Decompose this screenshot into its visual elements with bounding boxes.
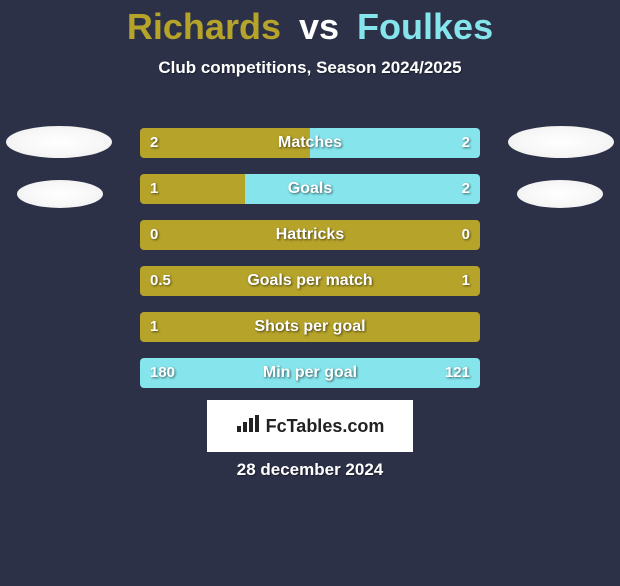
stat-bar-left [140, 174, 245, 204]
player2-name: Foulkes [357, 6, 493, 47]
comparison-title: Richards vs Foulkes [0, 6, 620, 48]
snapshot-date: 28 december 2024 [0, 460, 620, 480]
comparison-bars: 22Matches 12Goals 00Hattricks 0.51Goals per… [140, 128, 480, 404]
stat-bar-right [310, 128, 480, 158]
stat-bar-left [140, 128, 310, 158]
player2-avatar [508, 126, 614, 158]
stat-bar-right [245, 174, 480, 204]
player1-avatar-shadow [17, 180, 103, 208]
stat-bar-left [140, 266, 480, 296]
player1-name: Richards [127, 6, 281, 47]
stat-row: 12Goals [140, 174, 480, 204]
stat-row: 1Shots per goal [140, 312, 480, 342]
stat-bar-left [140, 312, 480, 342]
vs-label: vs [299, 6, 339, 47]
stat-row: 00Hattricks [140, 220, 480, 250]
stat-row: 0.51Goals per match [140, 266, 480, 296]
stat-row: 22Matches [140, 128, 480, 158]
stat-bar-right [140, 358, 480, 388]
player1-avatar [6, 126, 112, 158]
brand-text: FcTables.com [266, 416, 385, 437]
subtitle: Club competitions, Season 2024/2025 [0, 58, 620, 78]
stat-bar-left [140, 220, 480, 250]
brand-badge: FcTables.com [207, 400, 413, 452]
brand-chart-icon [236, 415, 260, 438]
player2-avatar-shadow [517, 180, 603, 208]
stat-row: 180121Min per goal [140, 358, 480, 388]
